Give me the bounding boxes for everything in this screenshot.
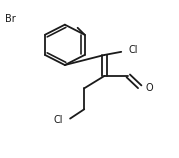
Text: Cl: Cl: [54, 115, 63, 125]
Text: Cl: Cl: [128, 45, 138, 55]
Text: O: O: [145, 83, 153, 93]
Text: Br: Br: [5, 14, 16, 24]
